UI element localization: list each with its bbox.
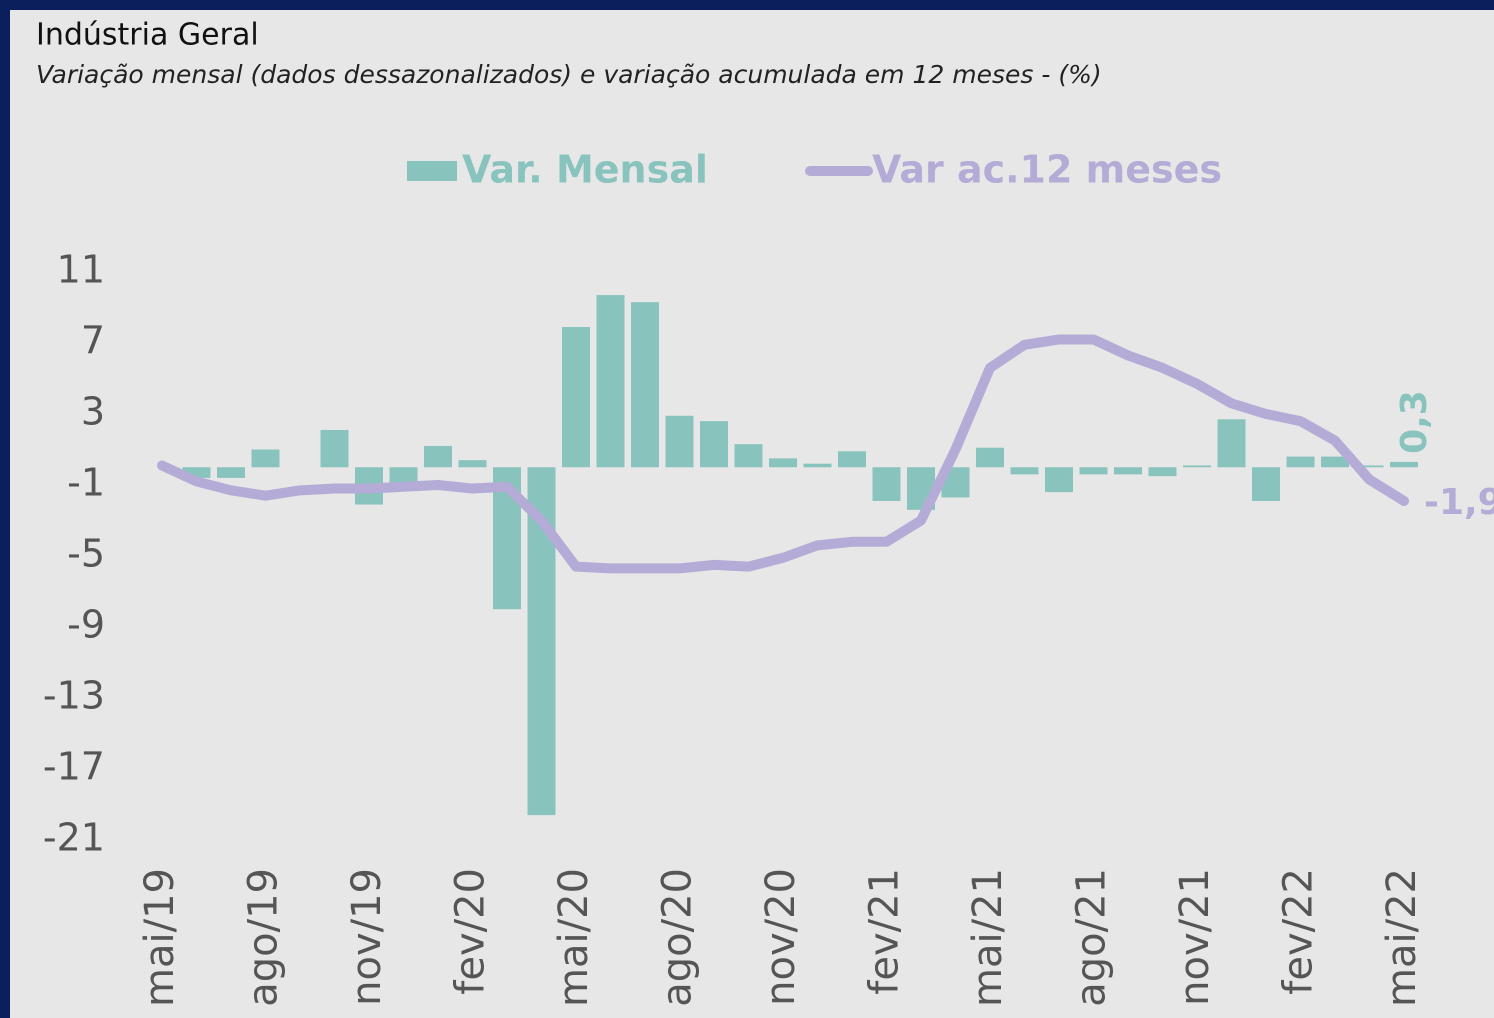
bar: [251, 449, 280, 468]
x-tick-label: ago/20: [655, 868, 701, 1007]
line: [157, 334, 1409, 574]
x-tick-label: fev/20: [448, 868, 494, 995]
y-tick-label: -13: [43, 674, 105, 718]
bar: [458, 460, 487, 468]
data-label: -1,9: [1424, 482, 1494, 523]
x-tick-label: nov/19: [344, 868, 390, 1006]
x-tick-label: fev/22: [1276, 868, 1322, 995]
y-tick-label: 11: [57, 248, 105, 292]
x-tick-label: ago/19: [241, 868, 287, 1007]
x-tick-label: mai/22: [1379, 868, 1425, 1007]
bar: [1114, 467, 1142, 475]
y-tick-label: -5: [67, 532, 105, 576]
bar: [803, 463, 832, 468]
data-label: 0,3: [1394, 390, 1435, 454]
bar: [665, 415, 694, 468]
bar: [1286, 456, 1315, 468]
bar: [389, 467, 418, 485]
chart-title: Indústria Geral: [36, 18, 259, 53]
bar: [1355, 465, 1384, 468]
bar: [1217, 419, 1246, 468]
bar: [562, 327, 590, 468]
y-tick-label: 3: [81, 390, 105, 434]
x-tick-label: fev/21: [862, 868, 908, 995]
x-tick-label: mai/21: [965, 868, 1011, 1007]
bar: [182, 467, 211, 478]
bar: [631, 302, 659, 468]
x-tick-label: nov/20: [758, 868, 804, 1006]
bar: [217, 467, 245, 478]
bar: [320, 429, 349, 468]
bar: [1148, 467, 1177, 477]
x-tick-label: mai/20: [551, 868, 597, 1007]
legend-swatch: [407, 161, 457, 181]
bar: [596, 295, 625, 468]
bar: [1079, 467, 1108, 475]
bar: [769, 458, 797, 468]
bar: [734, 444, 763, 468]
bar: [1252, 467, 1280, 501]
bar: [1321, 456, 1349, 468]
bar: [1045, 467, 1073, 493]
legend-label: Var ac.12 meses: [872, 148, 1222, 192]
legend-label: Var. Mensal: [462, 148, 708, 192]
bar: [976, 447, 1004, 468]
x-tick-label: mai/19: [137, 868, 183, 1007]
y-tick-label: 7: [81, 319, 105, 363]
bar: [1390, 461, 1418, 468]
bar: [1183, 465, 1211, 468]
chart-subtitle: Variação mensal (dados dessazonalizados)…: [36, 60, 1102, 89]
y-tick-label: -1: [67, 461, 105, 505]
bar: [1010, 467, 1039, 475]
bar: [838, 451, 866, 468]
y-tick-label: -9: [67, 603, 105, 647]
x-tick-label: ago/21: [1069, 868, 1115, 1007]
bar: [872, 467, 901, 501]
y-tick-label: -17: [43, 745, 105, 789]
bar: [700, 421, 728, 468]
y-tick-label: -21: [43, 816, 105, 860]
x-tick-label: nov/21: [1172, 868, 1218, 1006]
panel: [10, 10, 1494, 1018]
bar: [424, 445, 452, 468]
